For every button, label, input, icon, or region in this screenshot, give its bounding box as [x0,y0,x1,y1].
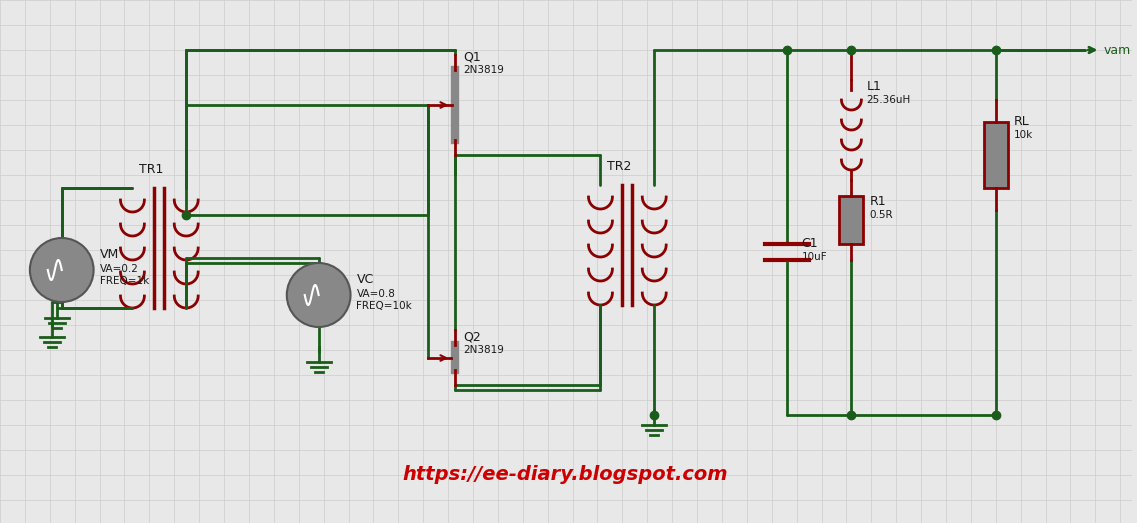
FancyBboxPatch shape [984,122,1007,188]
Text: C1: C1 [802,237,819,250]
Text: TR1: TR1 [140,163,164,176]
Text: 25.36uH: 25.36uH [866,95,911,105]
Circle shape [30,238,93,302]
Text: TR2: TR2 [607,160,632,173]
Text: VC: VC [357,273,374,286]
Text: https://ee-diary.blogspot.com: https://ee-diary.blogspot.com [402,465,729,484]
Circle shape [287,263,350,327]
FancyBboxPatch shape [839,196,863,244]
Text: VA=0.8: VA=0.8 [357,289,396,299]
Text: L1: L1 [866,80,881,93]
Text: VM: VM [100,248,119,261]
Text: FREQ=10k: FREQ=10k [357,301,413,311]
Text: 10uF: 10uF [802,252,828,262]
Text: VA=0.2: VA=0.2 [100,264,139,274]
Text: 10k: 10k [1014,130,1034,140]
Text: RL: RL [1014,115,1029,128]
Text: 0.5R: 0.5R [870,210,893,220]
Text: Q2: Q2 [463,330,481,343]
Text: Q1: Q1 [463,50,481,63]
Text: 2N3819: 2N3819 [463,345,504,355]
Text: R1: R1 [870,195,886,208]
Text: 2N3819: 2N3819 [463,65,504,75]
Text: vam: vam [1103,44,1130,57]
Text: FREQ=1k: FREQ=1k [100,276,149,286]
